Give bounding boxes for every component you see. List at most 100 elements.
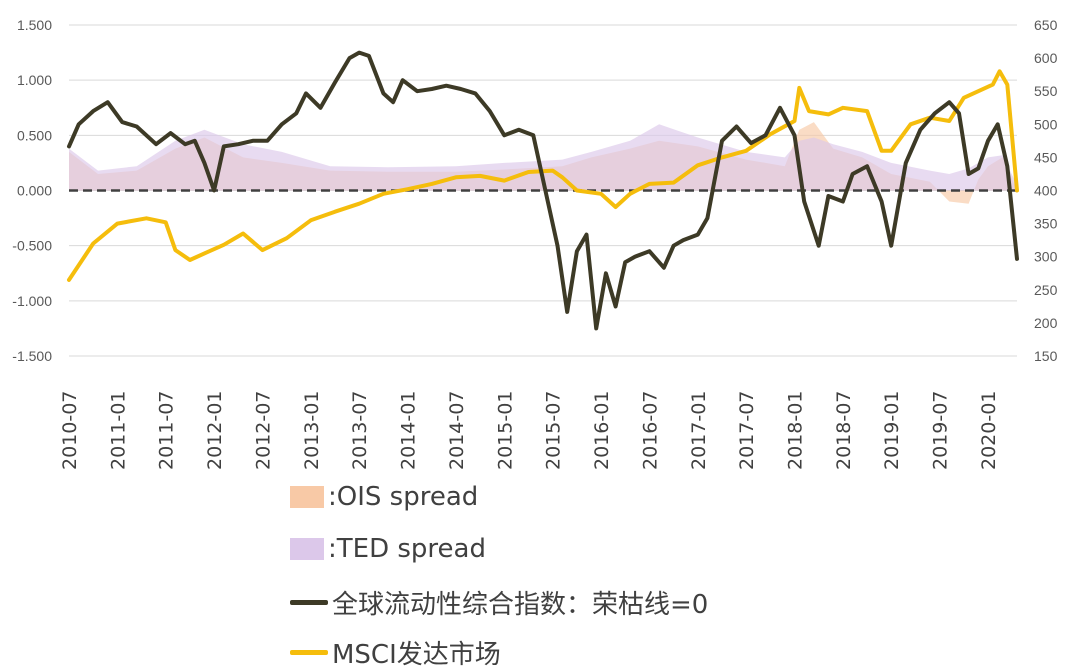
msci-point (794, 120, 796, 122)
liquidity-index-point (852, 173, 854, 175)
msci-point (334, 211, 336, 213)
x-tick-label: 2014-07 (446, 391, 468, 470)
legend-swatch-liquidity (290, 600, 328, 605)
right-tick-label: 650 (1034, 17, 1058, 33)
liquidity-index-point (919, 129, 921, 131)
liquidity-index-point (281, 123, 283, 125)
x-tick-label: 2016-01 (591, 391, 613, 470)
liquidity-index-point (460, 88, 462, 90)
x-tick-label: 2015-01 (494, 391, 516, 470)
ted-spread-area-shape (69, 124, 1017, 191)
ted-spread-point (629, 140, 631, 142)
liquidity-index-point (682, 239, 684, 241)
msci-point (479, 175, 481, 177)
liquidity-index-point (615, 305, 617, 307)
msci-line (67, 69, 1019, 282)
left-tick-label: -0.500 (12, 238, 52, 254)
msci-point (92, 242, 94, 244)
ted-spread-point (562, 159, 564, 161)
left-tick-label: 0.000 (17, 183, 52, 199)
liquidity-index-point (968, 173, 970, 175)
liquidity-index-point (890, 245, 892, 247)
liquidity-index-point (349, 57, 351, 59)
liquidity-index-point (489, 110, 491, 112)
liquidity-index-point (320, 107, 322, 109)
liquidity-index-point (648, 250, 650, 252)
msci-point (261, 249, 263, 251)
x-tick-label: 2011-07 (156, 391, 178, 470)
liquidity-index-point (576, 250, 578, 252)
legend-swatch-ted (290, 538, 324, 560)
liquidity-index-point (136, 126, 138, 128)
right-tick-label: 400 (1034, 183, 1058, 199)
x-axis-ticks: 2010-07 2011-01 2011-07 2012-01 2012-07 2013-… (59, 391, 1000, 470)
liquidity-index-point (547, 201, 549, 203)
left-tick-label: 1.000 (17, 72, 52, 88)
liquidity-index-point (78, 123, 80, 125)
msci-point (600, 193, 602, 195)
liquidity-index-point (532, 134, 534, 136)
msci-point (358, 203, 360, 205)
x-tick-label: 2015-07 (543, 391, 565, 470)
msci-point (407, 188, 409, 190)
msci-point (999, 70, 1001, 72)
right-tick-label: 250 (1034, 282, 1058, 298)
msci-point (165, 221, 167, 223)
right-tick-label: 450 (1034, 149, 1058, 165)
msci-point (116, 223, 118, 225)
msci-point (808, 110, 810, 112)
legend-swatch-ois (290, 486, 324, 508)
ted-spread-point (591, 151, 593, 153)
msci-point (382, 193, 384, 195)
msci-point (223, 244, 225, 246)
msci-point (629, 193, 631, 195)
msci-point (977, 90, 979, 92)
legend-item-msci: MSCI发达市场 (290, 634, 501, 671)
legend-item-liquidity: 全球流动性综合指数：荣枯线=0 (290, 584, 708, 621)
x-tick-label: 2013-01 (301, 391, 323, 470)
right-tick-label: 150 (1034, 348, 1058, 364)
liquidity-index-point (794, 134, 796, 136)
x-tick-label: 2018-01 (785, 391, 807, 470)
legend-label-ted: :TED spread (328, 534, 486, 564)
x-tick-label: 2012-01 (204, 391, 226, 470)
msci-point (1006, 84, 1008, 86)
ois-spread-point (799, 129, 801, 131)
msci-point (552, 170, 554, 172)
liquidity-index-point (764, 134, 766, 136)
msci-point (286, 237, 288, 239)
msci-point (673, 182, 675, 184)
ted-spread-point (455, 165, 457, 167)
liquidity-index-point (905, 162, 907, 164)
msci-point (948, 120, 950, 122)
liquidity-index-point (68, 145, 70, 147)
liquidity-index-point (382, 92, 384, 94)
liquidity-index-point (92, 110, 94, 112)
liquidity-index-point (866, 165, 868, 167)
msci-point (561, 176, 563, 178)
msci-point (910, 123, 912, 125)
liquidity-index-point (170, 132, 172, 134)
liquidity-index-point (987, 140, 989, 142)
msci-point (881, 150, 883, 152)
x-tick-label: 2017-07 (736, 391, 758, 470)
msci-point (503, 180, 505, 182)
msci-point (576, 190, 578, 192)
liquidity-index-point (203, 162, 205, 164)
ted-spread-point (97, 170, 99, 172)
legend-label-ois: :OIS spread (328, 482, 479, 512)
liquidity-index-point (431, 88, 433, 90)
liquidity-index-point (595, 327, 597, 329)
msci-point (310, 219, 312, 221)
ted-spread-point (784, 157, 786, 159)
right-axis-ticks: 650 600 550 500 450 400 350 300 250 200 150 (1034, 17, 1058, 364)
ted-spread-point (281, 151, 283, 153)
msci-path (67, 69, 1019, 282)
ted-spread-point (929, 170, 931, 172)
ted-spread-point (799, 140, 801, 142)
liquidity-index-point (948, 101, 950, 103)
liquidity-index-point (881, 201, 883, 203)
msci-point (963, 97, 965, 99)
liquidity-index-point (107, 101, 109, 103)
